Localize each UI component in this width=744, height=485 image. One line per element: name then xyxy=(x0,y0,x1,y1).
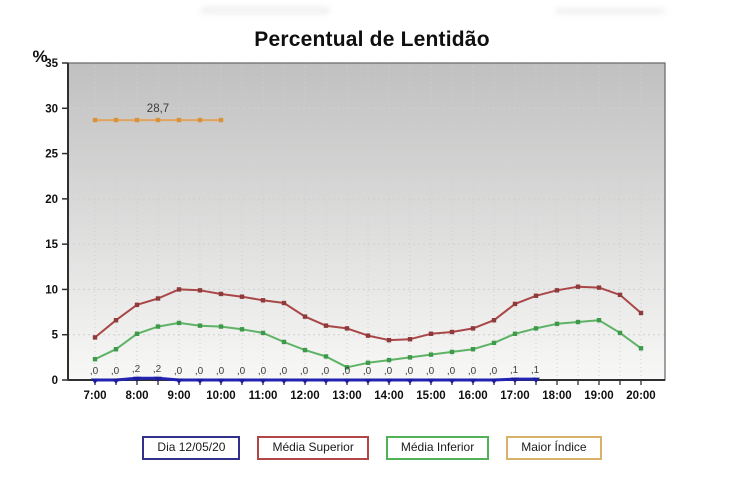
point-value-label: ,0 xyxy=(342,366,351,377)
max-value-annotation: 28,7 xyxy=(147,103,169,115)
image-artifact xyxy=(555,8,665,14)
x-tick-label: 13:00 xyxy=(332,390,361,402)
x-tick-label: 18:00 xyxy=(542,390,571,402)
point-value-label: ,0 xyxy=(426,366,435,377)
point-value-label: ,0 xyxy=(216,366,225,377)
series-m-dia-superior xyxy=(92,284,644,343)
point-value-label: ,0 xyxy=(321,366,330,377)
point-value-label: ,0 xyxy=(468,366,477,377)
x-tick-label: 15:00 xyxy=(416,390,445,402)
point-value-label: ,0 xyxy=(300,366,309,377)
x-tick-label: 17:00 xyxy=(500,390,529,402)
x-tick-label: 9:00 xyxy=(167,390,190,402)
y-tick-label: 30 xyxy=(45,103,58,115)
y-tick-label: 5 xyxy=(52,330,59,342)
plot-area: 0 5 10 15 20 25 30 35% 7:00 8:00 9:00 10:00 11:00 12:… xyxy=(32,47,666,402)
point-value-label: ,0 xyxy=(489,366,498,377)
point-value-label: ,0 xyxy=(363,366,372,377)
y-tick-label: 25 xyxy=(45,149,58,161)
point-value-label: ,0 xyxy=(384,366,393,377)
x-tick-label: 11:00 xyxy=(249,390,278,402)
x-tick-label: 10:00 xyxy=(206,390,235,402)
y-axis-ticks: 0 5 10 15 20 25 30 35% xyxy=(32,47,68,387)
x-tick-label: 8:00 xyxy=(125,390,148,402)
legend-item-maior-ndice[interactable]: Maior Índice xyxy=(506,436,602,460)
legend: Dia 12/05/20 Média Superior Média Inferior… xyxy=(0,436,744,460)
x-tick-label: 7:00 xyxy=(83,390,106,402)
x-tick-label: 16:00 xyxy=(458,390,487,402)
y-tick-label: 35 xyxy=(45,58,58,70)
point-value-label: ,0 xyxy=(195,366,204,377)
point-value-label: ,0 xyxy=(279,366,288,377)
point-value-label: ,0 xyxy=(174,366,183,377)
x-tick-label: 12:00 xyxy=(290,390,319,402)
legend-item-m-dia-superior[interactable]: Média Superior xyxy=(257,436,369,460)
chart-title: Percentual de Lentidão xyxy=(254,28,490,51)
x-tick-label: 14:00 xyxy=(374,390,403,402)
point-value-label: ,0 xyxy=(258,366,267,377)
y-axis-unit-label: % xyxy=(32,47,47,66)
point-value-label: ,0 xyxy=(237,366,246,377)
point-value-label: ,0 xyxy=(447,366,456,377)
point-value-label: ,0 xyxy=(111,366,120,377)
point-value-label: ,2 xyxy=(153,364,162,375)
y-tick-label: 10 xyxy=(45,284,58,296)
point-value-label: ,0 xyxy=(405,366,414,377)
point-value-label: ,0 xyxy=(90,366,99,377)
point-value-label: ,1 xyxy=(531,365,540,376)
y-tick-label: 15 xyxy=(45,239,58,251)
x-tick-label: 20:00 xyxy=(626,390,655,402)
point-value-label: ,2 xyxy=(132,364,141,375)
series-dia-12-05-20: ,0 ,0 ,2 ,2 ,0 ,0 ,0 ,0 ,0 ,0 ,0 ,0 ,0 ,0 ,0 ,0 ,0 ,0 ,0 ,0… xyxy=(90,364,540,384)
legend-item-m-dia-inferior[interactable]: Média Inferior xyxy=(385,436,490,460)
series-m-dia-inferior xyxy=(92,318,644,370)
image-artifact xyxy=(200,7,330,14)
point-value-label: ,1 xyxy=(510,365,519,376)
y-tick-label: 0 xyxy=(52,375,58,387)
x-axis-ticks: 7:00 8:00 9:00 10:00 11:00 12:00 13:00 14:00 15:… xyxy=(83,380,656,402)
legend-item-dia-12-05-20[interactable]: Dia 12/05/20 xyxy=(142,436,241,460)
series-maior-ndice: 28,7 xyxy=(92,103,224,123)
y-tick-label: 20 xyxy=(45,194,58,206)
x-tick-label: 19:00 xyxy=(584,390,613,402)
plot-background xyxy=(68,63,665,380)
